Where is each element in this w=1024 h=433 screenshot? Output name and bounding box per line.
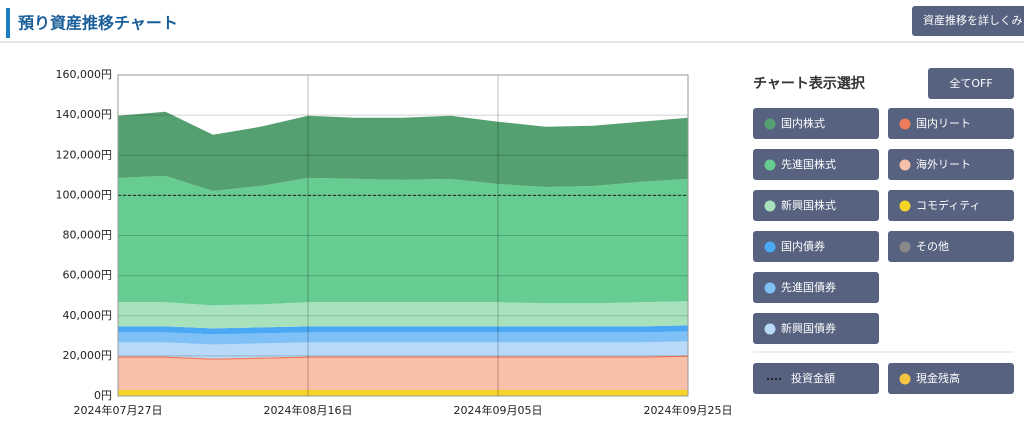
y-tick-label: 100,000円 <box>56 188 113 201</box>
area <box>118 355 688 360</box>
legend-button[interactable]: その他 <box>888 231 1014 262</box>
legend-label: 新興国株式 <box>781 198 836 212</box>
button-bg <box>753 231 879 262</box>
area <box>118 389 688 396</box>
all-off-label: 全てOFF <box>949 76 992 90</box>
legend-label: 国内債券 <box>781 239 825 253</box>
button-bg <box>753 313 879 344</box>
button-bg <box>888 190 1014 221</box>
y-tick-label: 140,000円 <box>56 108 113 121</box>
button-bg <box>753 363 879 394</box>
area <box>118 341 688 359</box>
x-tick-label: 2024年07月27日 <box>74 403 163 417</box>
y-tick-label: 80,000円 <box>63 229 113 242</box>
area <box>118 175 688 306</box>
page-title: 預り資産推移チャート <box>18 14 178 33</box>
area <box>118 325 688 335</box>
button-bg <box>888 231 1014 262</box>
y-tick-label: 40,000円 <box>63 309 113 322</box>
legend-label: 海外リート <box>916 157 971 171</box>
legend-button[interactable]: コモディティ <box>888 190 1014 221</box>
x-tick-label: 2024年09月25日 <box>644 403 733 417</box>
legend-button[interactable]: 国内株式 <box>753 108 879 139</box>
legend-swatch <box>764 118 776 130</box>
legend-button[interactable]: 国内リート <box>888 108 1014 139</box>
legend-button[interactable]: 先進国債券 <box>753 272 879 303</box>
y-tick-label: 0円 <box>94 389 112 402</box>
legend-label: 新興国債券 <box>781 321 836 335</box>
legend-button[interactable]: 海外リート <box>888 149 1014 180</box>
legend-swatch <box>764 200 776 212</box>
button-bg <box>753 190 879 221</box>
y-tick-label: 160,000円 <box>56 68 113 81</box>
area <box>118 301 688 329</box>
legend-button[interactable]: 新興国債券 <box>753 313 879 344</box>
legend-swatch <box>899 373 911 385</box>
legend-label: 国内株式 <box>781 116 825 130</box>
legend-label: 投資金額 <box>791 371 835 385</box>
legend-label: 先進国株式 <box>781 157 836 171</box>
detail-button[interactable]: 資産推移を詳しくみ <box>912 6 1024 36</box>
legend-button[interactable]: 先進国株式 <box>753 149 879 180</box>
legend-swatch <box>899 200 911 212</box>
legend-swatch <box>764 159 776 171</box>
legend-swatch <box>899 118 911 130</box>
x-tick-label: 2024年08月16日 <box>264 403 353 417</box>
legend-swatch <box>899 159 911 171</box>
x-tick-label: 2024年09月05日 <box>454 403 543 417</box>
y-tick-label: 20,000円 <box>63 349 113 362</box>
button-bg <box>888 149 1014 180</box>
legend-button[interactable]: 新興国株式 <box>753 190 879 221</box>
legend-swatch <box>899 241 911 253</box>
y-tick-label: 60,000円 <box>63 269 113 282</box>
button-bg <box>753 149 879 180</box>
legend-label: 現金残高 <box>916 371 960 385</box>
button-bg <box>753 108 879 139</box>
title-bar <box>6 8 10 38</box>
button-bg <box>753 272 879 303</box>
legend-swatch <box>764 282 776 294</box>
plot-border <box>117 74 689 397</box>
all-off-button[interactable]: 全てOFF <box>928 68 1014 99</box>
legend-button[interactable]: 投資金額 <box>753 363 879 394</box>
area <box>118 111 688 191</box>
area <box>118 356 688 390</box>
panel-title: チャート表示選択 <box>753 75 866 92</box>
legend-swatch <box>764 323 776 335</box>
area <box>118 331 688 345</box>
button-bg <box>888 108 1014 139</box>
y-tick-label: 120,000円 <box>56 148 113 161</box>
detail-button-label: 資産推移を詳しくみ <box>923 13 1022 27</box>
legend-label: その他 <box>916 240 949 253</box>
legend-button[interactable]: 国内債券 <box>753 231 879 262</box>
legend-label: 先進国債券 <box>781 280 836 294</box>
button-bg <box>888 363 1014 394</box>
legend-swatch <box>764 241 776 253</box>
legend-label: 国内リート <box>916 116 971 130</box>
legend-label: コモディティ <box>916 198 981 212</box>
legend-button[interactable]: 現金残高 <box>888 363 1014 394</box>
